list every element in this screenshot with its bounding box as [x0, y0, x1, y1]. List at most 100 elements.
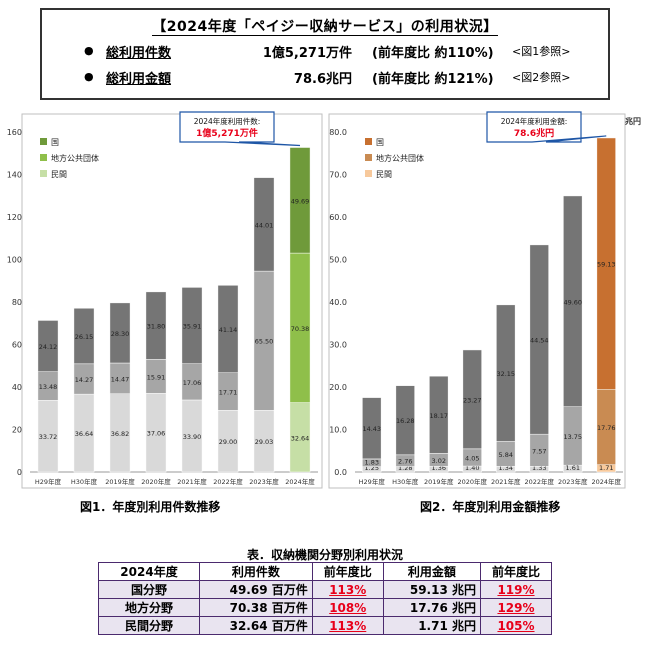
data-label: 1.61: [566, 464, 580, 472]
callout-line1: 2024年度利用金額:: [501, 116, 568, 126]
y-tick-label: 160: [7, 128, 22, 137]
table-header: 利用件数: [199, 562, 313, 581]
x-tick-label: 2022年度: [213, 477, 243, 486]
bar-segment: [395, 385, 415, 456]
table-cell-amount: 17.76 兆円: [382, 598, 482, 617]
data-label: 65.50: [255, 338, 274, 346]
data-label: 32.15: [496, 370, 515, 378]
data-label: 14.43: [362, 425, 381, 433]
data-label: 70.38: [291, 325, 310, 333]
data-label: 1.34: [499, 464, 513, 472]
table-header: 前年度比: [311, 562, 384, 581]
summary-count-label: 総利用件数: [106, 46, 172, 61]
table-cell-count: 32.64 百万件: [199, 616, 313, 635]
callout-box: [179, 111, 301, 147]
callout-line1: 2024年度利用件数:: [194, 116, 261, 126]
bar-segment: [496, 304, 516, 442]
legend-swatch: [40, 154, 47, 161]
data-label: 23.27: [463, 396, 482, 404]
data-label: 31.80: [147, 323, 166, 331]
y-tick-label: 0: [17, 468, 22, 477]
table-cell-category: 国分野: [98, 580, 200, 599]
bar-segment: [181, 287, 203, 364]
summary-amount-label: 総利用金額: [106, 72, 172, 87]
x-tick-label: 2020年度: [457, 477, 487, 486]
table-title: 表．収納機関分野別利用状況: [246, 548, 403, 562]
y-tick-label: 120: [7, 213, 22, 222]
x-tick-label: 2024年度: [285, 477, 315, 486]
data-label: 1.33: [532, 464, 546, 472]
legend-swatch: [40, 138, 47, 145]
bar-segment: [362, 397, 382, 460]
chart-usage-amount-caption: 図2．年度別利用金額推移: [420, 500, 561, 514]
chart-usage-count: 0 20 40 60 80 100 120 140 160 33.72 13.48 24.12 H29年…: [7, 111, 323, 489]
data-label: 14.47: [111, 375, 130, 383]
data-label: 14.27: [75, 376, 94, 384]
summary-count-value: 1億5,271万件: [262, 46, 352, 61]
table-header: 2024年度: [98, 562, 200, 581]
table-header: 利用金額: [382, 562, 482, 581]
data-label: 18.17: [429, 412, 448, 420]
data-label: 49.60: [563, 298, 582, 306]
data-label: 1.36: [432, 464, 446, 472]
summary-row-count: ● 総利用件数 1億5,271万件 (前年度比 約110%) <図1参照>: [42, 42, 608, 64]
data-label: 17.71: [219, 389, 238, 397]
y-tick-label: 50.0: [329, 256, 347, 265]
data-label: 33.72: [39, 433, 58, 441]
legend-label: 民間: [51, 170, 67, 179]
table-row: 国分野 49.69 百万件 113% 59.13 兆円 119%: [98, 580, 552, 599]
bar-segment: [563, 195, 583, 407]
data-label: 5.84: [499, 451, 513, 459]
data-label: 2.76: [398, 458, 412, 466]
bullet-icon: ●: [84, 70, 94, 83]
legend-label: 民間: [376, 170, 392, 179]
x-tick-label: H29年度: [359, 477, 386, 486]
x-tick-label: 2023年度: [249, 477, 279, 486]
summary-amount-value: 78.6兆円: [293, 72, 352, 87]
summary-row-amount: ● 総利用金額 78.6兆円 (前年度比 約121%) <図2参照>: [42, 68, 608, 90]
legend-swatch: [365, 138, 372, 145]
y-tick-label: 40: [12, 383, 22, 392]
table-cell-amount-yoy: 105%: [480, 616, 552, 635]
bar-segment: [37, 320, 59, 372]
summary-count-ref: <図1参照>: [512, 45, 571, 58]
data-label: 28.30: [111, 330, 130, 338]
summary-count-yoy: (前年度比 約110%): [372, 46, 494, 61]
data-label: 15.91: [147, 373, 166, 381]
usage-table: 2024年度 利用件数 前年度比 利用金額 前年度比 国分野 49.69 百万件…: [98, 562, 552, 635]
data-label: 24.12: [39, 343, 58, 351]
table-cell-amount-yoy: 129%: [480, 598, 552, 617]
data-label: 13.48: [39, 383, 58, 391]
data-label: 33.90: [183, 433, 202, 441]
bar-segment: [529, 244, 549, 435]
table-cell-count-yoy: 108%: [311, 598, 384, 617]
bar-segment: [596, 137, 616, 390]
y-tick-label: 60: [12, 341, 22, 350]
data-label: 1.40: [465, 464, 479, 472]
data-label: 4.05: [465, 454, 479, 462]
table-row: 地方分野 70.38 百万件 108% 17.76 兆円 129%: [98, 598, 552, 617]
summary-amount-ref: <図2参照>: [512, 71, 571, 84]
table-cell-amount: 59.13 兆円: [382, 580, 482, 599]
legend-swatch: [365, 154, 372, 161]
data-label: 29.03: [255, 438, 274, 446]
y-tick-label: 70.0: [329, 171, 347, 180]
data-label: 44.01: [255, 221, 274, 229]
table-header-row: 2024年度 利用件数 前年度比 利用金額 前年度比: [98, 562, 552, 581]
y-tick-label: 20: [12, 426, 22, 435]
table-cell-amount: 1.71 兆円: [382, 616, 482, 635]
bar-segment: [462, 349, 482, 450]
data-label: 1.28: [398, 464, 412, 472]
table-cell-category: 地方分野: [98, 598, 200, 617]
legend-swatch: [365, 170, 372, 177]
x-tick-label: H30年度: [71, 477, 98, 486]
table-cell-count-yoy: 113%: [311, 580, 384, 599]
data-label: 41.14: [219, 326, 238, 334]
table-cell-category: 民間分野: [98, 616, 200, 635]
x-tick-label: 2024年度: [591, 477, 621, 486]
x-tick-label: 2021年度: [177, 477, 207, 486]
chart-usage-amount: 0.0 10.0 20.0 30.0 40.0 50.0 60.0 70.0 80.0 兆円 1.2…: [328, 111, 641, 489]
data-label: 49.69: [291, 197, 310, 205]
summary-amount-yoy: (前年度比 約121%): [372, 72, 494, 87]
bar-segment: [429, 375, 449, 454]
